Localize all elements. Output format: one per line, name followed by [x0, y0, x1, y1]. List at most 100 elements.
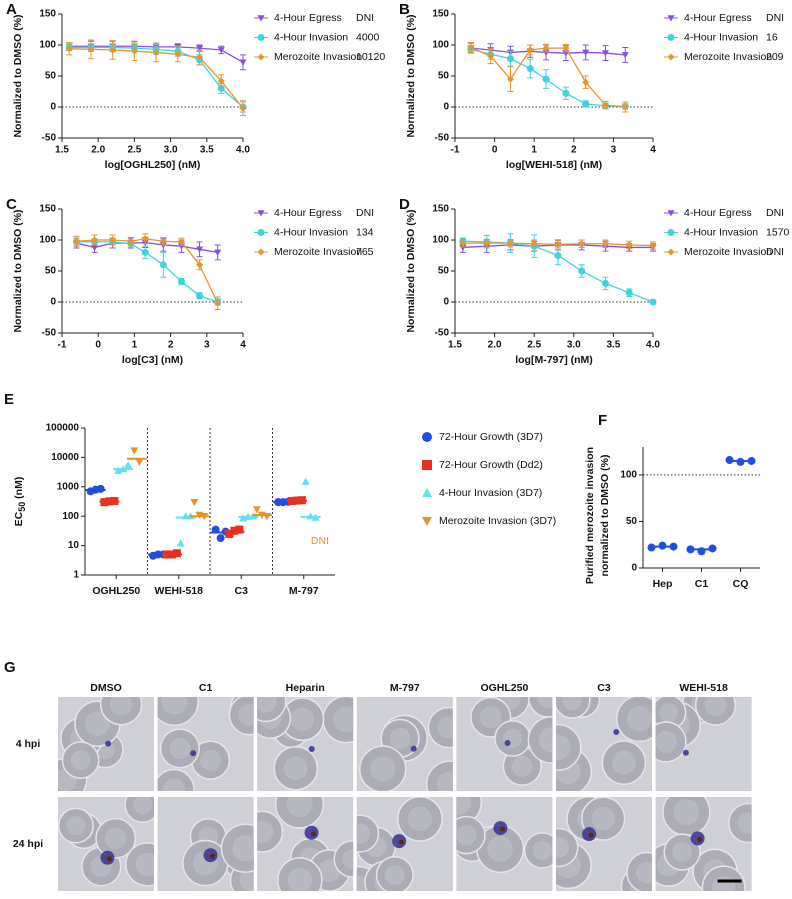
red-cell-center	[532, 840, 552, 861]
red-cell-center	[290, 707, 315, 731]
column-label: DMSO	[90, 682, 122, 694]
legend-label: 72-Hour Growth (3D7)	[439, 431, 543, 443]
red-cell-center	[635, 861, 652, 884]
annotation: DNI	[311, 535, 329, 547]
marker	[621, 103, 629, 111]
marker	[152, 48, 160, 56]
marker	[130, 447, 139, 455]
marker	[109, 46, 117, 54]
marker	[196, 292, 204, 300]
parasite	[682, 749, 689, 756]
legend-label: Merozoite Invasion	[274, 246, 362, 258]
marker	[554, 240, 562, 248]
marker	[301, 477, 310, 485]
red-cell-center	[591, 806, 616, 831]
red-cell-center	[407, 806, 433, 832]
y-tick-label: 0	[50, 102, 56, 113]
red-cell-center	[556, 837, 570, 858]
parasite	[410, 745, 417, 752]
y-tick-label: 150	[432, 9, 449, 20]
marker	[506, 75, 514, 83]
marker	[601, 50, 609, 57]
parasite-pigment	[697, 836, 703, 842]
x-tick-label: 0	[95, 340, 101, 351]
red-cell-center	[384, 865, 405, 886]
marker	[230, 526, 239, 535]
marker	[200, 513, 209, 521]
marker	[649, 298, 657, 306]
marker	[172, 549, 181, 558]
x-tick-label: 2.0	[91, 145, 105, 156]
legend-label: Merozoite Invasion (3D7)	[439, 515, 556, 527]
y-tick-label: 1000	[57, 481, 80, 492]
panel-letter: A	[6, 1, 17, 18]
y-axis-title: Purified merozoite invasion	[584, 447, 596, 584]
legend-ec50: 1570	[766, 226, 790, 238]
marker	[621, 52, 629, 59]
red-cell-center	[672, 842, 692, 862]
cells	[257, 797, 354, 891]
legend-ec50: 209	[766, 51, 784, 63]
x-tick-label: 3.0	[567, 340, 581, 351]
cells	[470, 697, 553, 786]
marker	[554, 252, 562, 259]
marker	[127, 237, 135, 245]
marker	[542, 75, 550, 83]
red-cell-center	[479, 706, 502, 729]
marker	[506, 239, 514, 247]
marker	[686, 545, 695, 554]
legend-ec50: 4000	[356, 31, 380, 43]
parasite-pigment	[209, 853, 215, 859]
y-axis-title: Normalized to DMSO (%)	[12, 209, 24, 332]
red-cell-center	[333, 706, 354, 733]
x-tick-label: 3	[204, 340, 210, 351]
x-tick-label: 4	[650, 145, 656, 156]
y-tick-label: -50	[42, 133, 57, 144]
marker	[736, 457, 745, 466]
marker	[649, 242, 657, 250]
marker	[542, 49, 550, 56]
x-axis-title: log[C3] (nM)	[122, 354, 183, 366]
parasite	[105, 740, 112, 747]
marker	[582, 78, 590, 86]
y-tick-label: 150	[39, 9, 56, 20]
marker	[217, 47, 225, 54]
y-axis-title-subscript: 50	[17, 502, 27, 512]
y-axis-title: Normalized to DMSO (%)	[405, 209, 417, 332]
x-axis-title: log[WEHI-518] (nM)	[506, 159, 602, 171]
y-tick-label: 100	[432, 235, 449, 246]
legend-ec50: 10120	[356, 51, 385, 63]
red-cell-center	[135, 852, 154, 877]
cells	[58, 797, 154, 887]
parasite-pigment	[588, 832, 594, 838]
legend-label: 4-Hour Invasion (3D7)	[439, 487, 542, 499]
legend-ec50: DNI	[356, 12, 374, 24]
x-tick-label: 2.5	[527, 340, 541, 351]
marker	[562, 89, 570, 97]
x-tick-label: 1	[132, 340, 138, 351]
marker	[459, 244, 467, 251]
red-cell-center	[104, 827, 127, 850]
y-tick-label: 100	[62, 511, 79, 522]
marker	[87, 45, 95, 53]
y-tick-label: 50	[438, 71, 450, 82]
x-tick-label: 3	[611, 145, 617, 156]
column-label: WEHI-518	[679, 682, 728, 694]
x-tick-label: 2	[571, 145, 577, 156]
x-tick-label: WEHI-518	[155, 585, 204, 597]
legend-ec50: DNI	[766, 246, 784, 258]
red-cell-center	[562, 697, 582, 711]
x-tick-label: C1	[695, 578, 709, 590]
red-cell-center	[538, 727, 553, 753]
marker	[601, 279, 609, 287]
marker	[601, 240, 609, 248]
x-tick-label: 1	[531, 145, 537, 156]
red-cell-center	[611, 750, 636, 775]
marker	[141, 248, 149, 256]
legend-marker	[422, 488, 432, 497]
marker	[530, 240, 538, 248]
x-tick-label: C3	[235, 585, 249, 597]
parasite	[613, 728, 620, 735]
marker	[601, 101, 609, 109]
legend-ec50: DNI	[766, 12, 784, 24]
